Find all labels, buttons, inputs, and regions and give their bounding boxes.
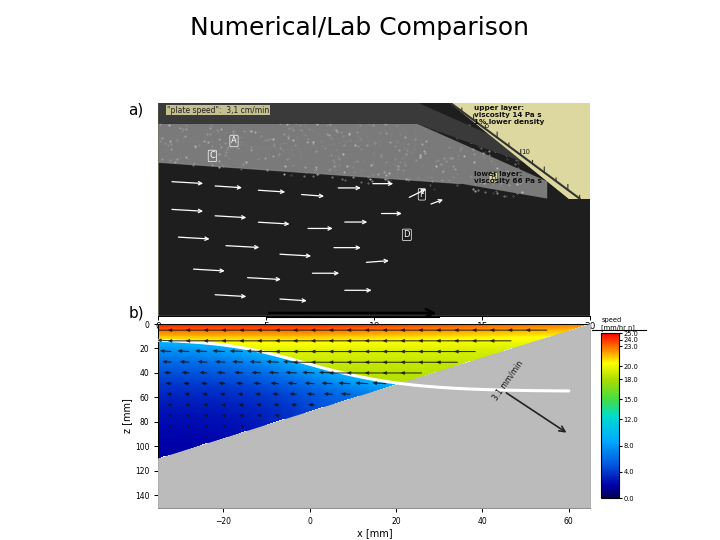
Text: 5: 5 bbox=[485, 123, 489, 129]
Text: C: C bbox=[210, 151, 215, 160]
Text: lower layer:
viscosity 66 Pa s: lower layer: viscosity 66 Pa s bbox=[474, 171, 541, 184]
Text: speed
[mm/hr n]: speed [mm/hr n] bbox=[601, 317, 635, 331]
X-axis label: x [mm]: x [mm] bbox=[356, 529, 392, 538]
Text: F: F bbox=[420, 190, 424, 199]
Text: 10: 10 bbox=[521, 149, 530, 155]
Text: A: A bbox=[231, 137, 237, 145]
Polygon shape bbox=[158, 103, 590, 316]
Text: upper layer:
viscosity 14 Pa s
1% lower density: upper layer: viscosity 14 Pa s 1% lower … bbox=[474, 105, 544, 125]
Polygon shape bbox=[158, 103, 547, 171]
Text: Numerical/Lab Comparison: Numerical/Lab Comparison bbox=[191, 16, 529, 40]
Text: cm: cm bbox=[367, 329, 382, 338]
Text: b): b) bbox=[128, 305, 144, 320]
Text: "plate speed":  3,1 cm/min: "plate speed": 3,1 cm/min bbox=[167, 106, 269, 115]
Polygon shape bbox=[158, 124, 547, 199]
Text: D: D bbox=[403, 231, 410, 239]
Text: a): a) bbox=[128, 103, 143, 118]
Text: B: B bbox=[490, 173, 496, 182]
Polygon shape bbox=[450, 103, 590, 199]
Y-axis label: z [mm]: z [mm] bbox=[122, 399, 132, 433]
Text: 3.1 mm/min: 3.1 mm/min bbox=[491, 359, 525, 402]
